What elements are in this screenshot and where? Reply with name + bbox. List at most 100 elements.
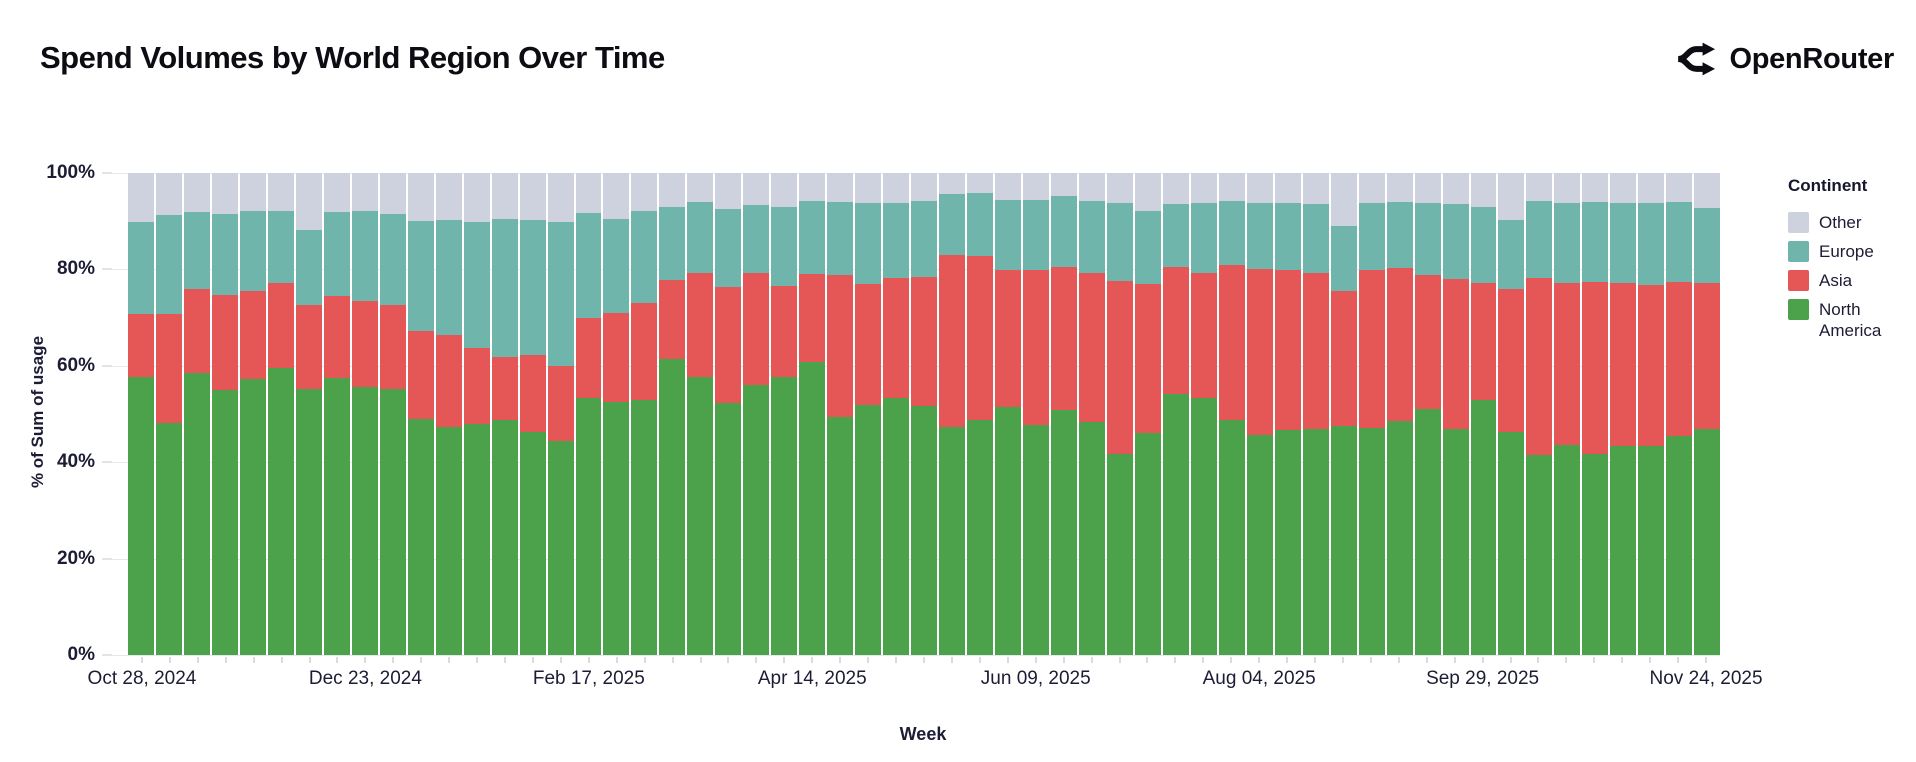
bar-segment-asia[interactable]	[575, 317, 602, 398]
bar-segment-europe[interactable]	[827, 201, 854, 276]
bar-segment-asia[interactable]	[967, 255, 994, 420]
bar-segment-north-america[interactable]	[323, 377, 350, 655]
bar-segment-north-america[interactable]	[883, 397, 910, 655]
bar-segment-other[interactable]	[379, 173, 406, 215]
bar-segment-europe[interactable]	[1078, 200, 1105, 274]
bar-segment-north-america[interactable]	[1190, 397, 1217, 655]
bar-segment-europe[interactable]	[1610, 202, 1637, 284]
bar-segment-other[interactable]	[295, 173, 322, 230]
bar-week-53[interactable]	[1582, 173, 1609, 655]
bar-segment-asia[interactable]	[463, 347, 490, 424]
bar-week-15[interactable]	[519, 173, 546, 655]
bar-segment-asia[interactable]	[1358, 269, 1385, 428]
bar-segment-other[interactable]	[239, 173, 266, 212]
bar-segment-other[interactable]	[491, 173, 518, 219]
bar-week-23[interactable]	[743, 173, 770, 655]
bar-segment-asia[interactable]	[827, 275, 854, 418]
bar-segment-other[interactable]	[547, 173, 574, 223]
brand-logo[interactable]: OpenRouter	[1675, 38, 1894, 80]
bar-segment-asia[interactable]	[547, 366, 574, 441]
bar-segment-other[interactable]	[323, 173, 350, 213]
bar-week-16[interactable]	[547, 173, 574, 655]
bar-segment-asia[interactable]	[351, 301, 378, 388]
bar-segment-asia[interactable]	[1638, 285, 1665, 447]
bar-segment-other[interactable]	[1554, 173, 1581, 203]
bar-segment-other[interactable]	[435, 173, 462, 220]
bar-segment-other[interactable]	[183, 173, 210, 213]
bar-segment-europe[interactable]	[1246, 202, 1273, 269]
bar-segment-north-america[interactable]	[239, 378, 266, 655]
bar-segment-europe[interactable]	[1106, 202, 1133, 281]
bar-segment-asia[interactable]	[1470, 282, 1497, 401]
bar-segment-europe[interactable]	[1554, 202, 1581, 283]
bar-segment-north-america[interactable]	[1302, 428, 1329, 655]
bar-segment-asia[interactable]	[1582, 281, 1609, 454]
bar-week-51[interactable]	[1526, 173, 1553, 655]
bar-week-24[interactable]	[771, 173, 798, 655]
bar-segment-europe[interactable]	[211, 213, 238, 295]
bar-segment-north-america[interactable]	[407, 418, 434, 655]
bar-segment-europe[interactable]	[407, 221, 434, 331]
bar-segment-europe[interactable]	[1330, 225, 1357, 292]
bar-segment-north-america[interactable]	[771, 377, 798, 655]
bar-segment-asia[interactable]	[435, 335, 462, 428]
bar-segment-asia[interactable]	[1442, 278, 1469, 429]
bar-segment-north-america[interactable]	[211, 390, 238, 655]
bar-segment-asia[interactable]	[939, 255, 966, 428]
bar-segment-asia[interactable]	[1414, 275, 1441, 409]
bar-segment-asia[interactable]	[603, 313, 630, 402]
bar-segment-asia[interactable]	[491, 357, 518, 420]
bar-week-14[interactable]	[491, 173, 518, 655]
bar-week-55[interactable]	[1638, 173, 1665, 655]
bar-segment-north-america[interactable]	[687, 377, 714, 655]
bar-segment-north-america[interactable]	[1610, 446, 1637, 655]
bar-segment-north-america[interactable]	[1218, 420, 1245, 655]
bar-week-12[interactable]	[435, 173, 462, 655]
bar-segment-other[interactable]	[519, 173, 546, 221]
bar-segment-other[interactable]	[1694, 173, 1721, 208]
bar-segment-north-america[interactable]	[715, 403, 742, 655]
bar-week-38[interactable]	[1162, 173, 1189, 655]
bar-segment-other[interactable]	[1190, 173, 1217, 203]
bar-segment-europe[interactable]	[743, 205, 770, 274]
bar-segment-asia[interactable]	[1274, 270, 1301, 430]
bar-week-39[interactable]	[1190, 173, 1217, 655]
bar-segment-other[interactable]	[407, 173, 434, 222]
bar-segment-europe[interactable]	[1190, 202, 1217, 274]
bar-week-50[interactable]	[1498, 173, 1525, 655]
bar-segment-north-america[interactable]	[799, 361, 826, 655]
bar-segment-other[interactable]	[1330, 173, 1357, 226]
bar-segment-other[interactable]	[855, 173, 882, 203]
bar-segment-other[interactable]	[1442, 173, 1469, 204]
bar-segment-europe[interactable]	[1638, 202, 1665, 286]
bar-segment-north-america[interactable]	[547, 440, 574, 655]
bar-week-34[interactable]	[1050, 173, 1077, 655]
bar-segment-europe[interactable]	[1386, 201, 1413, 268]
bar-segment-asia[interactable]	[1330, 291, 1357, 426]
bar-segment-north-america[interactable]	[1498, 432, 1525, 655]
bar-segment-europe[interactable]	[435, 219, 462, 336]
bar-segment-europe[interactable]	[295, 229, 322, 306]
bar-segment-asia[interactable]	[239, 291, 266, 379]
bar-segment-other[interactable]	[155, 173, 182, 216]
bar-segment-asia[interactable]	[631, 302, 658, 400]
bar-segment-europe[interactable]	[1470, 207, 1497, 283]
bar-segment-asia[interactable]	[855, 283, 882, 406]
bar-segment-other[interactable]	[939, 173, 966, 194]
bar-segment-other[interactable]	[1023, 173, 1049, 201]
bar-week-5[interactable]	[239, 173, 266, 655]
bar-week-46[interactable]	[1386, 173, 1413, 655]
bar-segment-europe[interactable]	[239, 211, 266, 292]
bar-segment-other[interactable]	[1162, 173, 1189, 204]
bar-week-47[interactable]	[1414, 173, 1441, 655]
legend-item-other[interactable]: Other	[1788, 212, 1908, 233]
bar-segment-other[interactable]	[1582, 173, 1609, 202]
bar-segment-asia[interactable]	[1218, 264, 1245, 421]
bar-segment-north-america[interactable]	[827, 417, 854, 655]
bar-segment-north-america[interactable]	[155, 422, 182, 655]
bar-segment-other[interactable]	[799, 173, 826, 201]
bar-week-35[interactable]	[1078, 173, 1105, 655]
bar-segment-asia[interactable]	[407, 330, 434, 419]
bar-week-2[interactable]	[155, 173, 182, 655]
bar-segment-europe[interactable]	[575, 213, 602, 318]
